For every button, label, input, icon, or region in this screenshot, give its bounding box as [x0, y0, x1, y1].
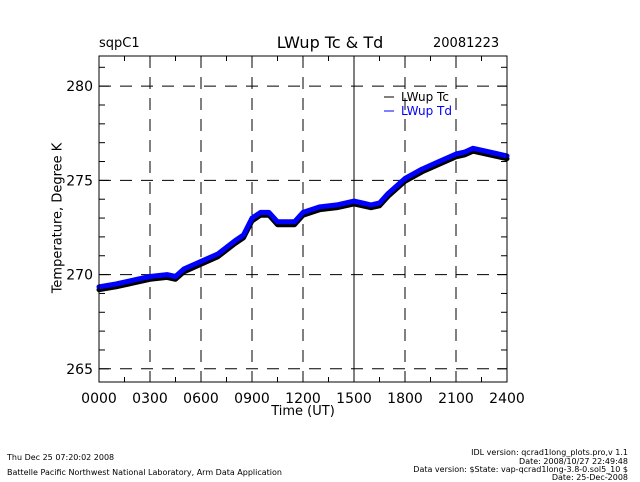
y-tick-label: 280 [66, 79, 93, 95]
footer-organization: Battelle Pacific Northwest National Labo… [7, 468, 282, 477]
x-tick-label: 0600 [183, 391, 219, 407]
date-label: 20081223 [433, 36, 500, 51]
footer-data-date: Date: 25-Dec-2008 [551, 473, 628, 482]
x-tick-label: 0300 [132, 391, 168, 407]
x-axis-label: Time (UT) [271, 404, 335, 419]
footer-timestamp: Thu Dec 25 07:20:02 2008 [7, 453, 115, 462]
y-tick-label: 275 [66, 173, 93, 189]
footer-data-version: Data version: $State: vap-qcrad1long-3.8… [413, 465, 628, 474]
footer-idl-version: IDL version: qcrad1long_plots.pro,v 1.1 [471, 448, 628, 457]
x-tick-label: 0900 [234, 391, 270, 407]
x-tick-label: 2400 [489, 391, 525, 407]
y-tick-label: 270 [66, 268, 93, 284]
plot-frame [98, 55, 508, 383]
y-tick-label: 265 [66, 362, 93, 378]
x-tick-label: 0000 [81, 391, 117, 407]
legend-label: LWup Td [401, 104, 452, 118]
footer-idl-date: Date: 2008/10/27 22:49:48 [519, 457, 628, 466]
legend-label: LWup Tc [401, 90, 449, 104]
series-line-td [96, 145, 510, 290]
x-tick-label: 2100 [438, 391, 474, 407]
chart-title: LWup Tc & Td [276, 33, 384, 52]
x-tick-label: 1200 [285, 391, 321, 407]
x-tick-label: 1500 [336, 391, 372, 407]
x-tick-label: 1800 [387, 391, 423, 407]
site-label: sqpC1 [99, 36, 140, 51]
